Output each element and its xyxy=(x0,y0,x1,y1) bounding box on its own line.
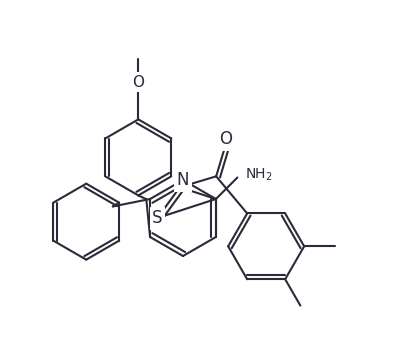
Text: O: O xyxy=(219,130,232,149)
Text: N: N xyxy=(177,171,189,189)
Text: O: O xyxy=(132,75,144,90)
Text: S: S xyxy=(152,209,163,227)
Text: NH$_2$: NH$_2$ xyxy=(246,166,273,183)
